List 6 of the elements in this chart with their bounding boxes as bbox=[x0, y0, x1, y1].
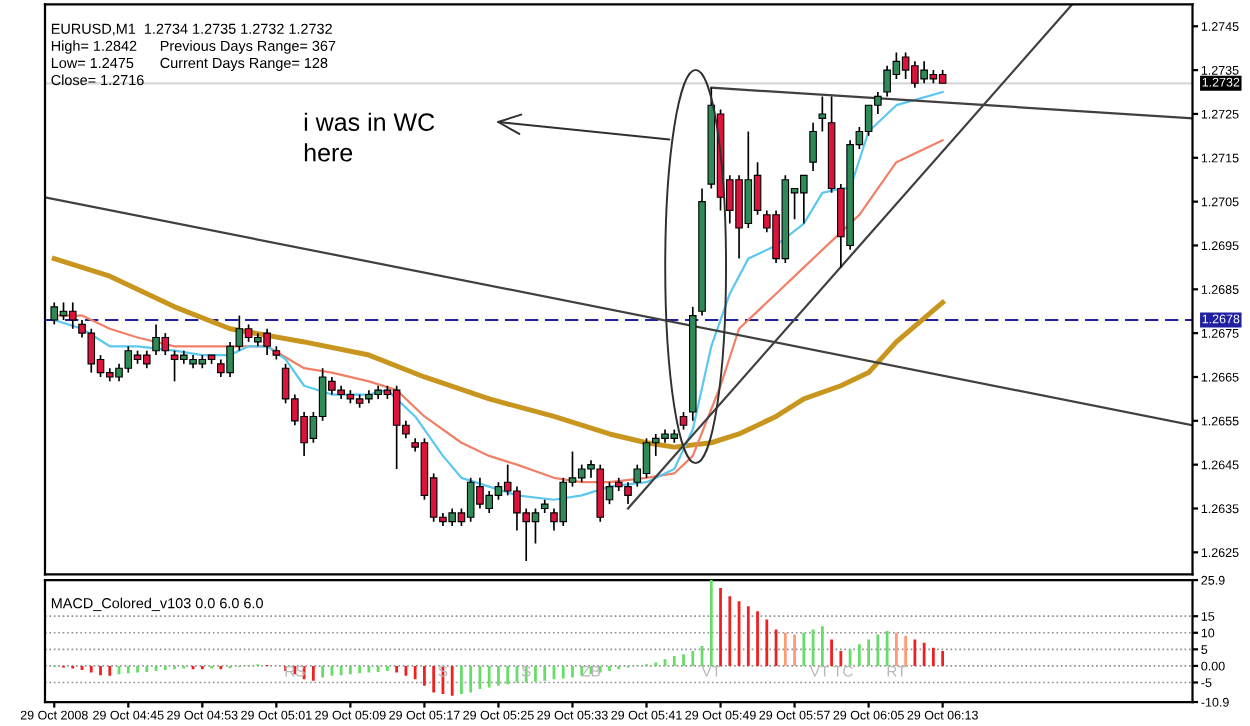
candlestick bbox=[50, 301, 59, 326]
candlestick bbox=[818, 95, 827, 133]
annotation: i was in WC here bbox=[304, 112, 435, 162]
candlestick bbox=[68, 301, 77, 330]
candlestick bbox=[809, 121, 817, 172]
line-series bbox=[53, 139, 944, 484]
